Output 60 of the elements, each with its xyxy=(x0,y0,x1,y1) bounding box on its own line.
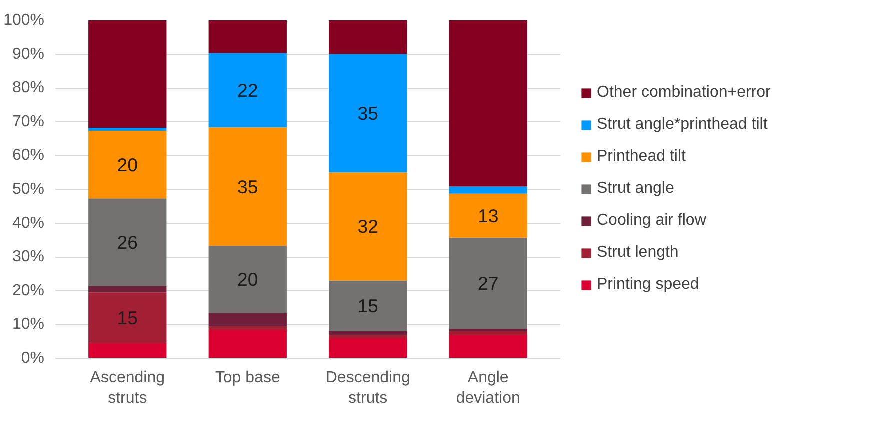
bar xyxy=(449,331,528,336)
y-tick-label: 60% xyxy=(12,147,45,164)
bar xyxy=(208,128,287,246)
bar xyxy=(329,338,408,358)
bar xyxy=(449,194,528,238)
y-tick-label: 100% xyxy=(4,12,44,29)
y-tick-label: 50% xyxy=(12,181,45,198)
y-tick-label: 30% xyxy=(12,248,45,266)
bar xyxy=(88,128,167,132)
legend-label: Strut length xyxy=(597,244,679,262)
bar xyxy=(88,292,167,344)
data-label: 35 xyxy=(238,176,258,198)
data-label: 15 xyxy=(358,296,379,317)
bar xyxy=(329,172,408,281)
y-tick-label: 90% xyxy=(12,46,45,63)
bar xyxy=(88,20,167,128)
bar xyxy=(208,246,287,314)
bar xyxy=(449,186,528,194)
bar xyxy=(208,53,287,128)
legend-label: Cooling air flow xyxy=(597,212,706,230)
data-label: 13 xyxy=(478,205,499,226)
x-tick-label: Angle deviation xyxy=(456,370,520,407)
bar xyxy=(88,343,167,358)
y-tick-label: 40% xyxy=(12,214,45,232)
bar xyxy=(329,331,408,336)
data-label: 22 xyxy=(238,80,258,101)
data-label: 20 xyxy=(117,154,138,176)
bar xyxy=(88,286,167,293)
y-tick-label: 20% xyxy=(12,282,45,300)
x-tick-label: Ascending struts xyxy=(90,370,165,407)
data-label: 26 xyxy=(117,232,138,254)
data-label: 35 xyxy=(358,102,379,124)
bar xyxy=(208,330,287,358)
legend-label: Strut angle xyxy=(597,180,674,198)
legend-label: Strut angle*printhead tilt xyxy=(597,116,768,134)
data-label: 20 xyxy=(238,269,258,290)
data-label: 27 xyxy=(478,272,499,294)
bar xyxy=(88,198,167,287)
y-tick-label: 80% xyxy=(12,80,45,97)
bar xyxy=(329,280,408,332)
bar xyxy=(208,326,287,330)
bar xyxy=(449,20,528,187)
bar xyxy=(208,314,287,326)
bar xyxy=(208,20,287,54)
legend-label: Printing speed xyxy=(597,276,700,294)
y-tick-label: 0% xyxy=(21,350,44,367)
x-tick-label: Descending struts xyxy=(326,370,410,407)
y-tick-label: 70% xyxy=(12,113,45,130)
data-label: 15 xyxy=(117,307,138,328)
bar xyxy=(329,54,408,173)
data-label: 32 xyxy=(358,216,379,238)
bar xyxy=(449,238,528,330)
legend-label: Other combination+error xyxy=(597,84,771,102)
y-tick-label: 10% xyxy=(12,316,45,334)
legend-label: Printhead tilt xyxy=(597,148,686,166)
bar xyxy=(449,335,528,358)
bar xyxy=(329,335,408,339)
bar xyxy=(88,131,167,199)
bar xyxy=(329,20,408,54)
x-tick-label: Top base xyxy=(215,370,280,386)
